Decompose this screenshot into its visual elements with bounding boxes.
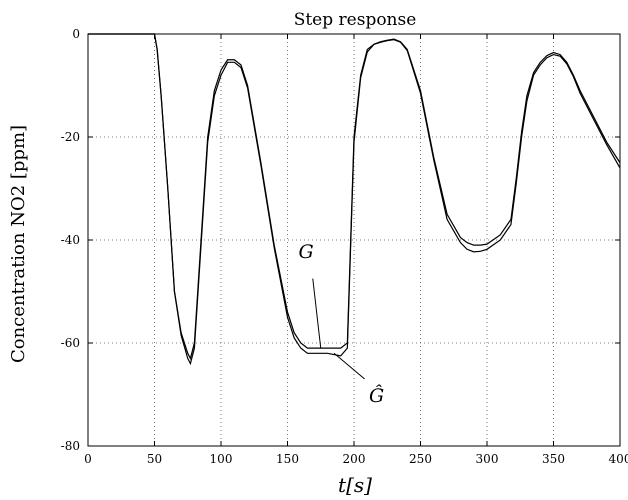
chart-title: Step response xyxy=(294,10,417,30)
y-tick-labels: 0 -20 -40 -60 -80 xyxy=(61,27,80,453)
x-tick-label: 300 xyxy=(476,452,499,466)
x-tick-label: 400 xyxy=(609,452,628,466)
series-line-g-hat xyxy=(88,33,621,366)
annotations: GĜ xyxy=(299,241,385,407)
plot-frame xyxy=(87,33,621,447)
x-tick-label: 200 xyxy=(343,452,366,466)
annotation-g-hat-leader xyxy=(333,352,365,380)
y-tick-label: 0 xyxy=(72,27,80,41)
annotation-g-hat: Ĝ xyxy=(369,384,384,407)
x-tick-label: 350 xyxy=(542,452,565,466)
grid-lines xyxy=(88,34,620,446)
x-tick-labels: 0 50 100 150 200 250 300 350 400 xyxy=(84,452,628,466)
x-tick-label: 50 xyxy=(147,452,162,466)
x-tick-label: 0 xyxy=(84,452,92,466)
y-tick-label: -40 xyxy=(61,233,80,247)
annotation-g: G xyxy=(299,241,314,263)
x-tick-label: 250 xyxy=(409,452,432,466)
annotation-g-leader xyxy=(312,278,322,349)
x-tick-label: 100 xyxy=(210,452,233,466)
y-tick-label: -80 xyxy=(61,439,80,453)
y-tick-label: -60 xyxy=(61,336,80,350)
series-lines xyxy=(88,33,621,366)
x-axis-label: t[s] xyxy=(338,473,372,497)
axes xyxy=(87,33,621,447)
x-tick-label: 150 xyxy=(276,452,299,466)
y-axis-label: Concentration NO2 [ppm] xyxy=(8,125,29,363)
y-tick-label: -20 xyxy=(61,130,80,144)
